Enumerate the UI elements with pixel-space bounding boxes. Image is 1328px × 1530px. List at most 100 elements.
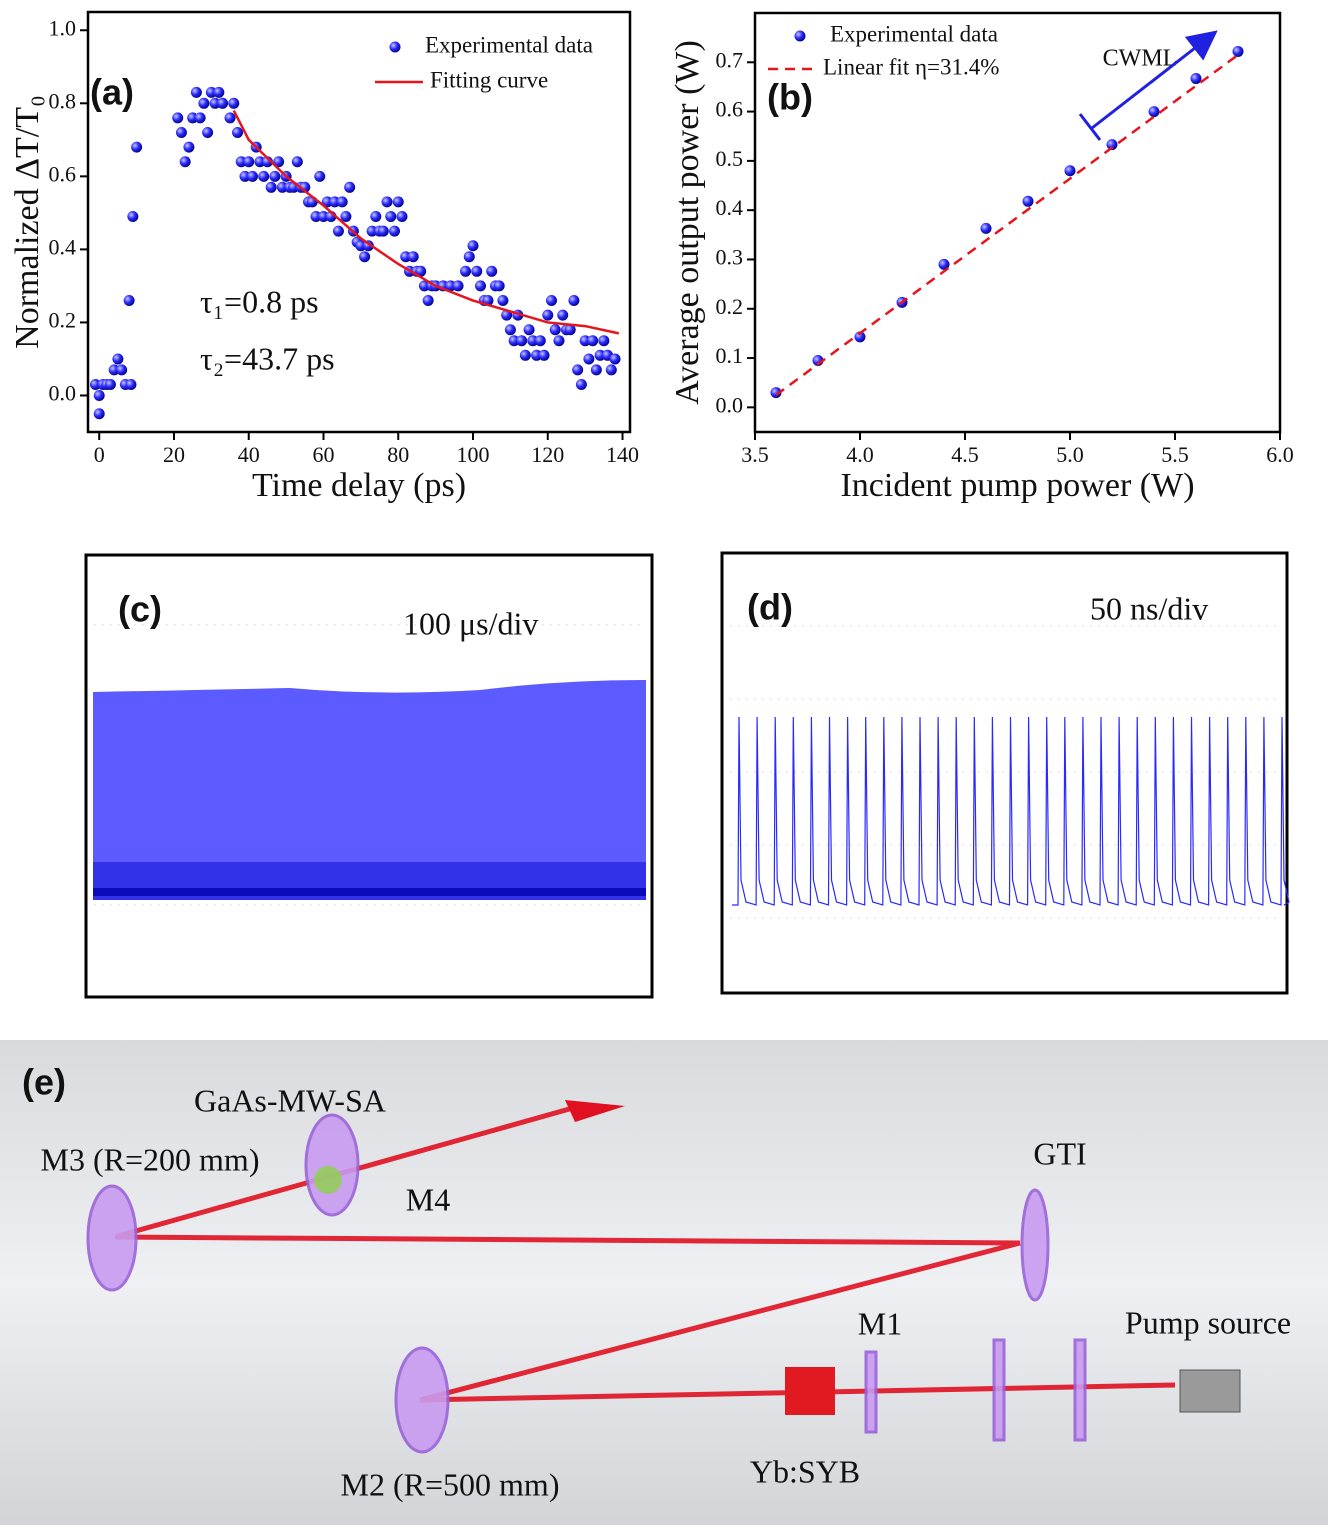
data-point bbox=[605, 364, 617, 376]
data-point bbox=[770, 387, 782, 399]
scope-trace-line bbox=[93, 888, 646, 896]
data-point bbox=[534, 335, 546, 347]
data-point bbox=[575, 379, 587, 391]
diagram-background bbox=[0, 1040, 1328, 1525]
data-point bbox=[415, 265, 427, 277]
data-point bbox=[583, 353, 595, 365]
data-point bbox=[396, 211, 408, 223]
data-point bbox=[568, 295, 580, 307]
data-point bbox=[516, 335, 528, 347]
component-label: M1 bbox=[858, 1305, 902, 1341]
component-label: M3 (R=200 mm) bbox=[41, 1141, 260, 1177]
component-label: Yb:SYB bbox=[750, 1453, 860, 1489]
y-tick-label: 0.8 bbox=[49, 88, 77, 113]
data-point bbox=[243, 156, 255, 168]
fit-line bbox=[232, 110, 620, 335]
output-arrow bbox=[565, 1100, 625, 1122]
y-tick-label: 0.4 bbox=[49, 234, 77, 259]
panel-label: (a) bbox=[90, 72, 134, 113]
data-point bbox=[217, 97, 229, 109]
data-point bbox=[542, 309, 554, 321]
data-point bbox=[407, 251, 419, 263]
annotation: τ₁=0.8 ps bbox=[200, 283, 319, 319]
y-tick-label: 0.2 bbox=[716, 294, 744, 319]
y-axis-title: Normalized ΔT/T₀ bbox=[9, 95, 46, 349]
data-point bbox=[377, 225, 389, 237]
y-tick-label: 0.7 bbox=[716, 47, 744, 72]
data-point bbox=[385, 211, 397, 223]
data-point bbox=[314, 170, 326, 182]
data-point bbox=[1064, 165, 1076, 177]
data-point bbox=[104, 379, 116, 391]
component-label: M2 (R=500 mm) bbox=[341, 1466, 560, 1502]
data-point bbox=[116, 364, 128, 376]
data-point bbox=[546, 295, 558, 307]
x-tick-label: 3.5 bbox=[741, 442, 769, 467]
data-point bbox=[519, 349, 531, 361]
data-point bbox=[265, 181, 277, 193]
y-tick-label: 0.2 bbox=[49, 307, 77, 332]
x-tick-label: 80 bbox=[387, 442, 409, 467]
data-point bbox=[381, 196, 393, 208]
fit-line bbox=[775, 53, 1239, 397]
data-point bbox=[224, 112, 236, 124]
legend-marker bbox=[794, 30, 806, 42]
scale-annotation: 50 ns/div bbox=[1090, 590, 1208, 626]
legend-label: Fitting curve bbox=[430, 67, 548, 92]
x-tick-label: 0 bbox=[94, 442, 105, 467]
data-point bbox=[123, 295, 135, 307]
data-point bbox=[549, 324, 561, 336]
y-tick-label: 0.0 bbox=[716, 392, 744, 417]
data-point bbox=[557, 309, 569, 321]
data-point bbox=[523, 324, 535, 336]
data-point bbox=[452, 280, 464, 292]
x-tick-label: 6.0 bbox=[1266, 442, 1294, 467]
data-point bbox=[190, 86, 202, 98]
data-point bbox=[1190, 73, 1202, 85]
data-point bbox=[232, 127, 244, 139]
data-point bbox=[246, 170, 258, 182]
data-point bbox=[1022, 195, 1034, 207]
data-point bbox=[125, 379, 137, 391]
x-tick-label: 120 bbox=[531, 442, 564, 467]
data-point bbox=[553, 335, 565, 347]
data-point bbox=[332, 225, 344, 237]
y-tick-label: 1.0 bbox=[49, 15, 77, 40]
x-axis-title: Incident pump power (W) bbox=[840, 467, 1194, 504]
data-point bbox=[463, 251, 475, 263]
y-tick-label: 0.0 bbox=[49, 381, 77, 406]
data-point bbox=[538, 349, 550, 361]
scope-trace-envelope bbox=[93, 680, 646, 900]
legend-label: Experimental data bbox=[830, 21, 998, 46]
data-point bbox=[1106, 139, 1118, 151]
annotation: τ₂=43.7 ps bbox=[200, 340, 335, 376]
pump-source bbox=[1179, 1369, 1241, 1413]
data-point bbox=[467, 240, 479, 252]
data-point bbox=[291, 156, 303, 168]
data-point bbox=[590, 364, 602, 376]
data-point bbox=[392, 196, 404, 208]
data-point bbox=[370, 211, 382, 223]
sa-chip bbox=[314, 1166, 342, 1194]
y-tick-label: 0.4 bbox=[716, 195, 744, 220]
data-point bbox=[258, 170, 270, 182]
panel-label: (d) bbox=[747, 587, 793, 628]
data-point bbox=[389, 225, 401, 237]
data-point bbox=[228, 97, 240, 109]
data-point bbox=[598, 335, 610, 347]
data-point bbox=[359, 251, 371, 263]
data-point bbox=[112, 353, 124, 365]
data-point bbox=[340, 211, 352, 223]
legend-label: Experimental data bbox=[425, 32, 593, 57]
data-point bbox=[198, 97, 210, 109]
data-point bbox=[93, 389, 105, 401]
scope-frame bbox=[720, 551, 1289, 995]
data-point bbox=[471, 265, 483, 277]
data-point bbox=[422, 295, 434, 307]
plot-frame bbox=[753, 11, 1282, 434]
panel-label: (e) bbox=[22, 1062, 66, 1103]
y-tick-label: 0.6 bbox=[49, 161, 77, 186]
data-point bbox=[980, 222, 992, 234]
data-point bbox=[269, 170, 281, 182]
